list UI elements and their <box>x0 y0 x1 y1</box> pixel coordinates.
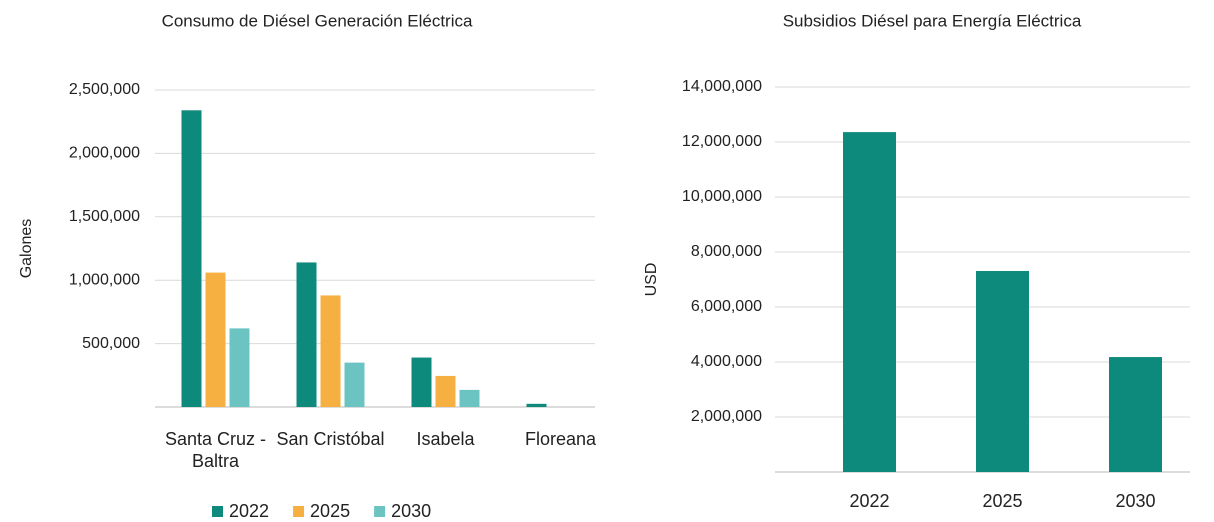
bar <box>411 357 432 407</box>
x-tick-label: Floreana <box>524 429 597 449</box>
bar <box>181 110 202 408</box>
y-tick-label: 2,000,000 <box>69 145 140 162</box>
bar <box>1109 357 1162 472</box>
bar <box>344 362 365 407</box>
x-tick-label: Santa Cruz - Baltra <box>164 429 267 471</box>
y-tick-label: 14,000,000 <box>682 78 762 95</box>
y-tick-label: 4,000,000 <box>691 353 762 370</box>
bar <box>229 328 250 407</box>
chart-title: Consumo de Diésel Generación Eléctrica <box>162 11 473 30</box>
y-tick-label: 6,000,000 <box>691 298 762 315</box>
x-tick-label: Isabela <box>416 429 475 449</box>
legend-label: 2030 <box>391 501 431 521</box>
bar <box>320 295 341 407</box>
bar <box>526 403 547 407</box>
bar <box>843 132 896 472</box>
x-tick-label: 2022 <box>849 491 890 511</box>
y-tick-label: 10,000,000 <box>682 188 762 205</box>
y-tick-label: 2,500,000 <box>69 81 140 98</box>
x-tick-label: 2025 <box>982 491 1023 511</box>
y-axis-label: Galones <box>18 219 35 279</box>
legend-swatch <box>374 506 386 517</box>
bar <box>296 262 317 407</box>
x-tick-label: 2030 <box>1115 491 1156 511</box>
x-tick-label: San Cristóbal <box>276 429 385 449</box>
bar <box>205 272 226 407</box>
y-tick-label: 1,500,000 <box>69 208 140 225</box>
chart-title: Subsidios Diésel para Energía Eléctrica <box>783 11 1082 30</box>
legend-label: 2022 <box>229 501 269 521</box>
bar <box>459 389 480 407</box>
y-tick-label: 1,000,000 <box>69 271 140 288</box>
y-tick-label: 2,000,000 <box>691 408 762 425</box>
legend-swatch <box>293 506 305 517</box>
legend-label: 2025 <box>310 501 350 521</box>
y-axis-label: USD <box>643 263 660 297</box>
y-tick-label: 12,000,000 <box>682 133 762 150</box>
y-tick-label: 500,000 <box>82 335 140 352</box>
bar <box>976 270 1029 472</box>
y-tick-label: 8,000,000 <box>691 243 762 260</box>
legend-swatch <box>212 506 223 517</box>
bar <box>435 375 456 407</box>
